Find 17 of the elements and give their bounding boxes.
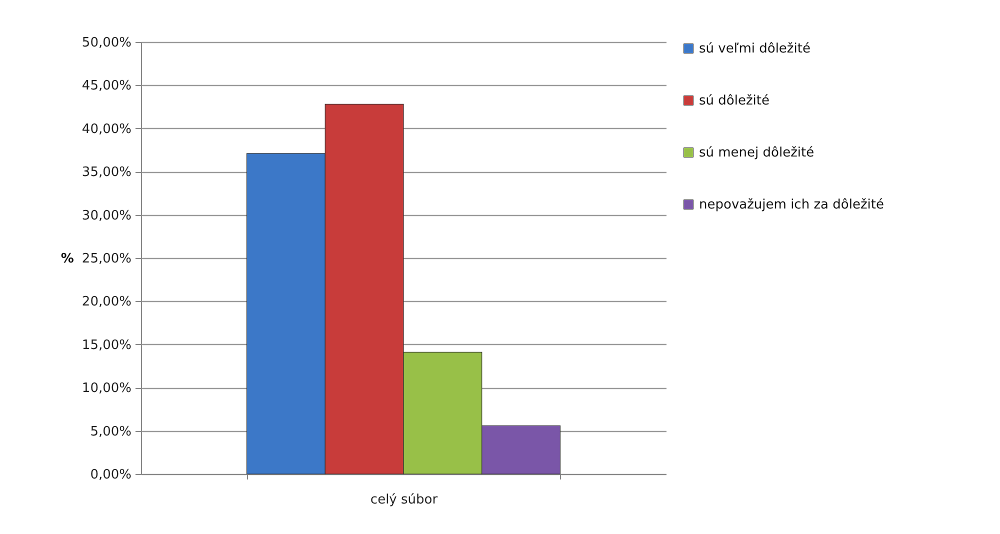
- y-tick-label: 25,00%: [82, 252, 132, 266]
- legend-label: sú veľmi dôležité: [699, 42, 810, 56]
- legend-label: sú dôležité: [699, 94, 770, 108]
- y-tick-label: 30,00%: [82, 208, 132, 224]
- y-tick-label: 50,00%: [82, 36, 132, 50]
- y-tick-label: 20,00%: [82, 294, 132, 310]
- legend-label: sú menej dôležité: [699, 146, 814, 160]
- y-tick-label: 45,00%: [82, 78, 132, 94]
- legend-label: nepovažujem ich za dôležité: [699, 198, 884, 212]
- y-tick-label: 10,00%: [82, 381, 132, 396]
- y-tick-label: 40,00%: [82, 122, 132, 137]
- y-tick-label: 15,00%: [82, 338, 132, 353]
- y-tick-label: 5,00%: [90, 424, 132, 440]
- y-axis-title: %: [60, 252, 74, 266]
- y-tick-label: 0,00%: [90, 468, 132, 482]
- x-tick-label: celý súbor: [370, 492, 438, 508]
- y-tick-label: 35,00%: [82, 165, 132, 180]
